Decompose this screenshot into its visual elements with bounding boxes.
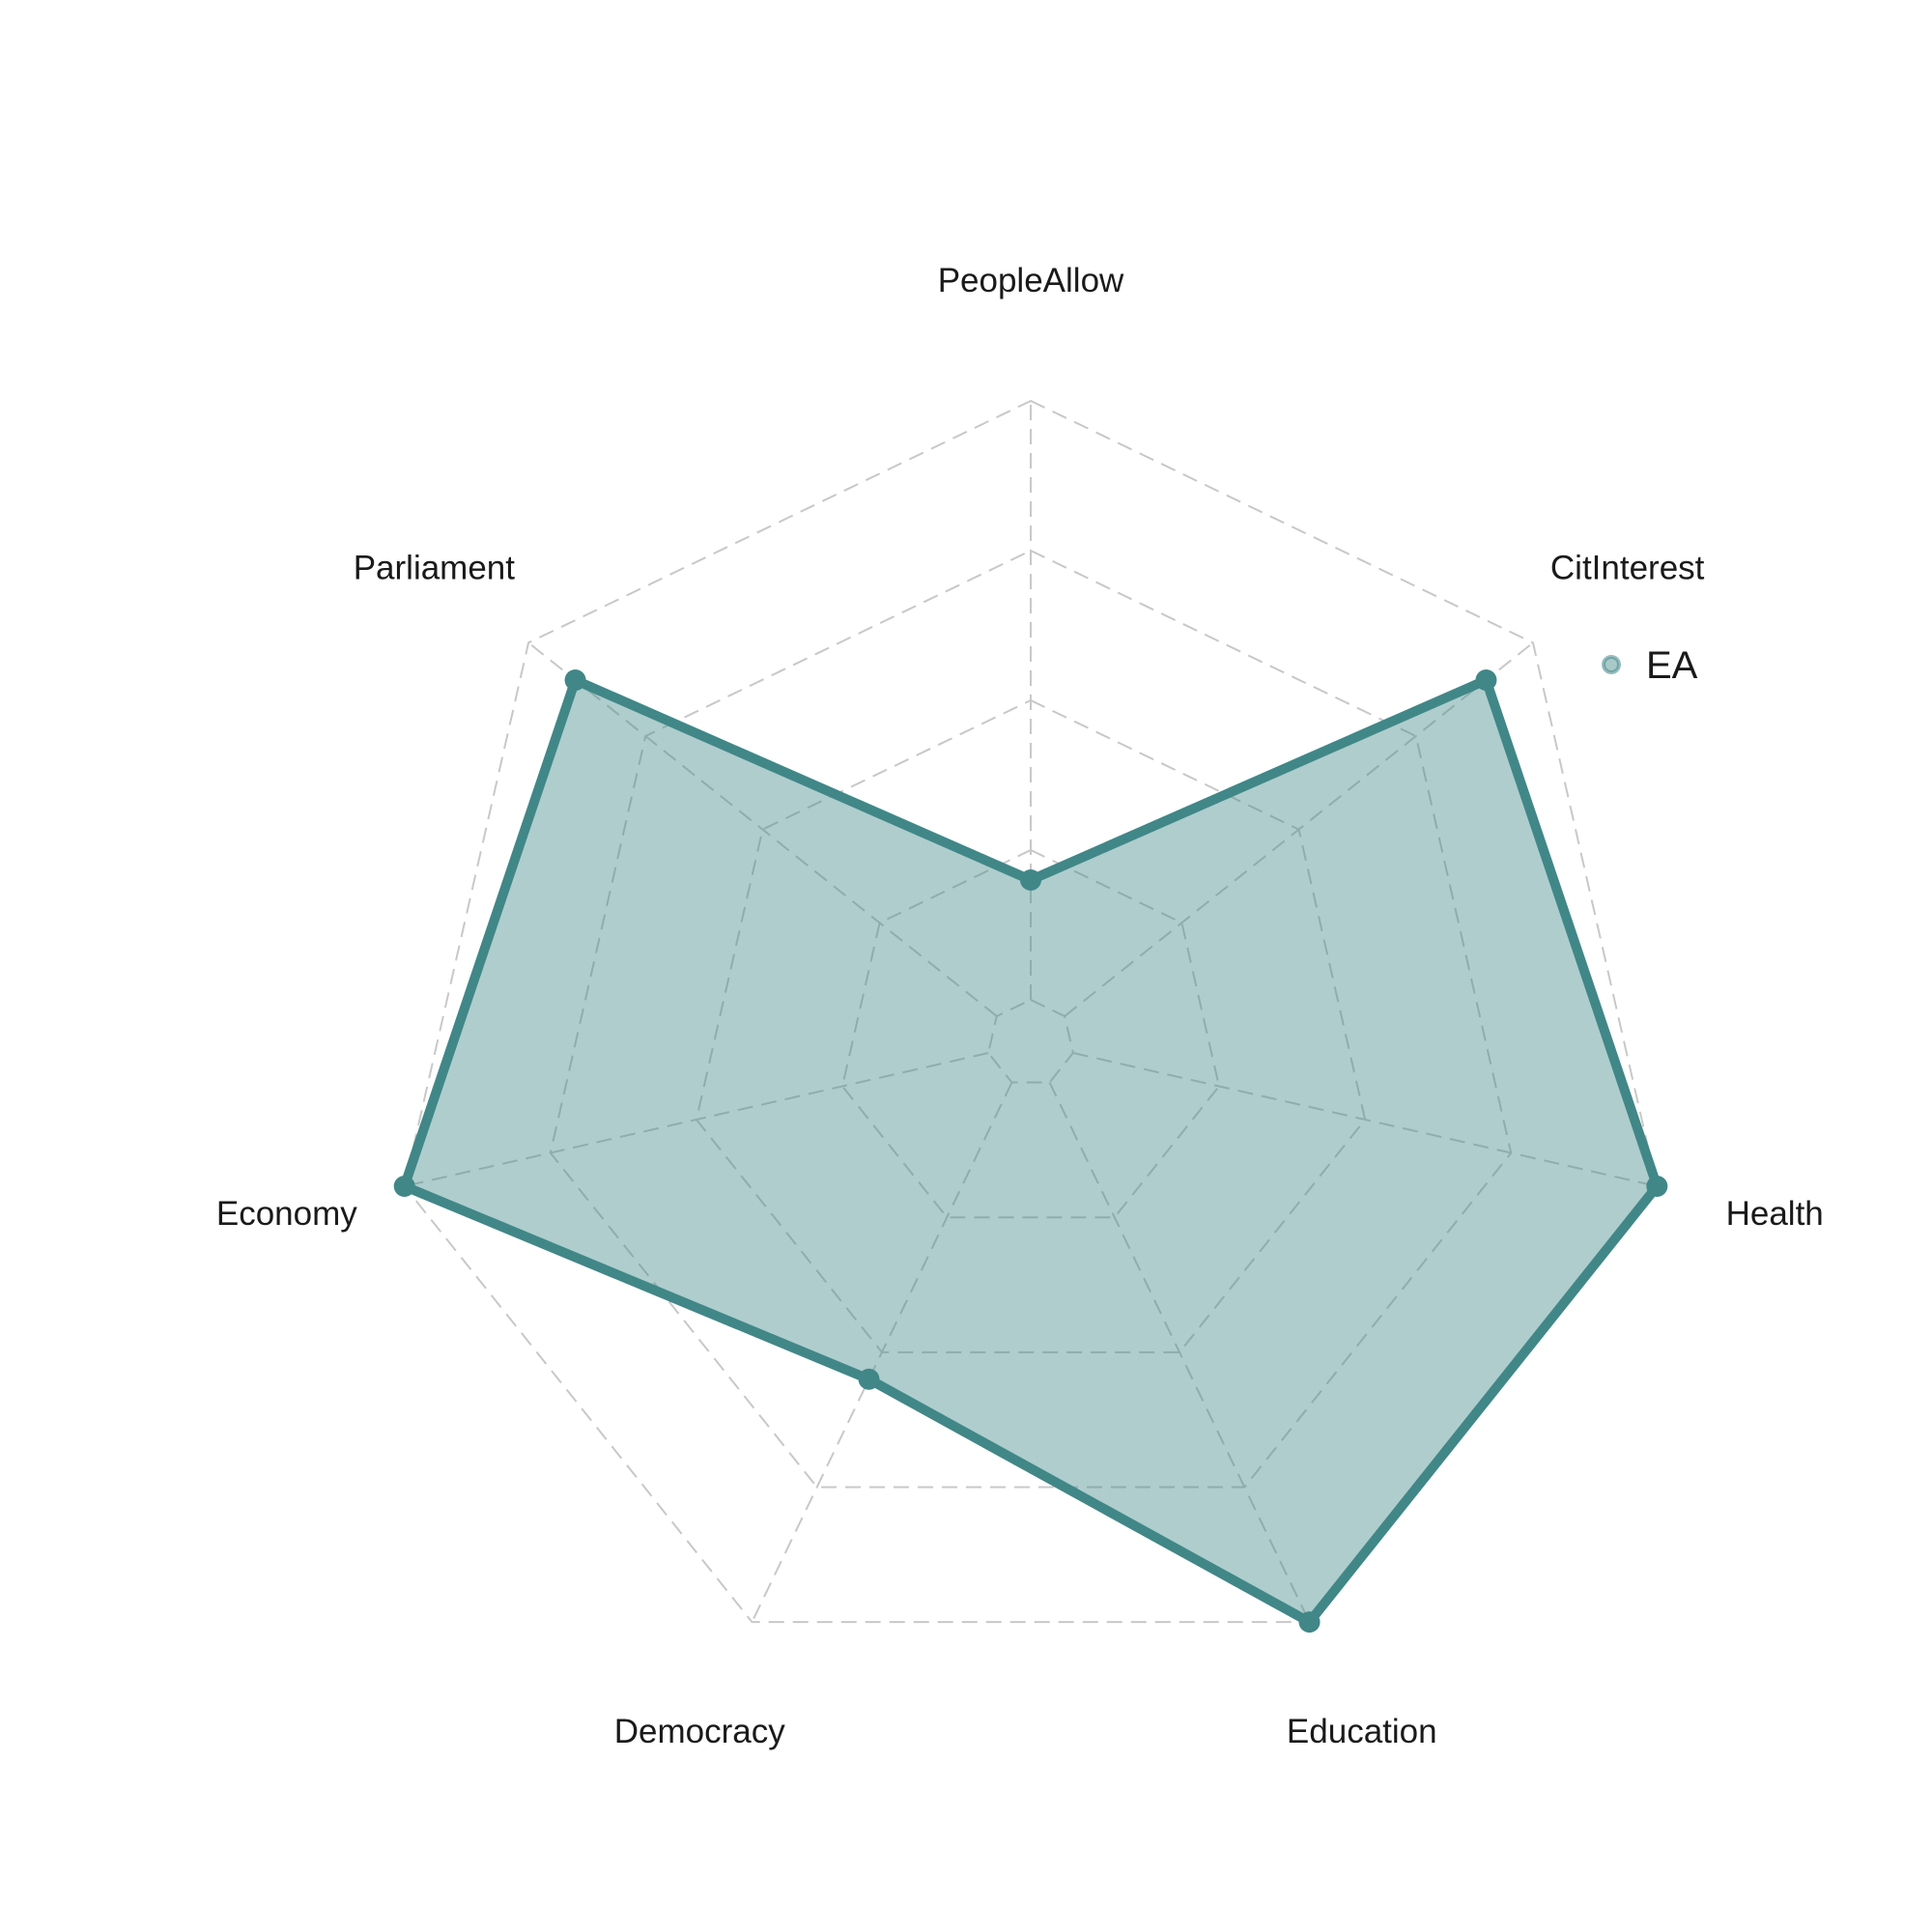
series-point-ea-citinterest	[1475, 669, 1497, 692]
series-point-ea-peopleallow	[1020, 869, 1041, 891]
axis-label-health: Health	[1726, 1195, 1824, 1233]
axis-label-economy: Economy	[216, 1195, 357, 1233]
series-point-ea-democracy	[858, 1368, 880, 1390]
series-point-ea-health	[1646, 1175, 1668, 1197]
series-area-ea	[404, 680, 1658, 1623]
spoke-democracy	[751, 1082, 1013, 1623]
axis-label-peopleallow: PeopleAllow	[938, 262, 1124, 299]
axis-label-education: Education	[1287, 1713, 1437, 1750]
spoke-citinterest	[1064, 641, 1534, 1017]
axis-label-democracy: Democracy	[614, 1713, 785, 1750]
axis-labels: PeopleAllow CitInterest Health Education Dem…	[216, 262, 1824, 1750]
radar-grid	[403, 399, 1659, 1624]
legend: EA	[1602, 644, 1698, 687]
spoke-health	[1072, 1052, 1658, 1187]
series-line-ea	[399, 675, 1662, 1628]
grid-ring-2	[695, 698, 1367, 1353]
axis-label-citinterest: CitInterest	[1550, 549, 1705, 586]
radar-series	[393, 669, 1668, 1634]
legend-marker-ea	[1602, 655, 1621, 674]
legend-label-ea: EA	[1646, 644, 1698, 687]
spoke-education	[1048, 1082, 1311, 1623]
series-point-ea-parliament	[564, 669, 586, 692]
grid-ring-1	[840, 848, 1221, 1219]
grid-ring-0	[987, 998, 1074, 1084]
series-point-ea-education	[1298, 1611, 1321, 1634]
spoke-parliament	[527, 641, 998, 1017]
axis-label-parliament: Parliament	[354, 549, 516, 586]
spoke-economy	[404, 1052, 989, 1187]
series-point-ea-economy	[393, 1175, 415, 1197]
grid-ring-3	[549, 549, 1513, 1489]
